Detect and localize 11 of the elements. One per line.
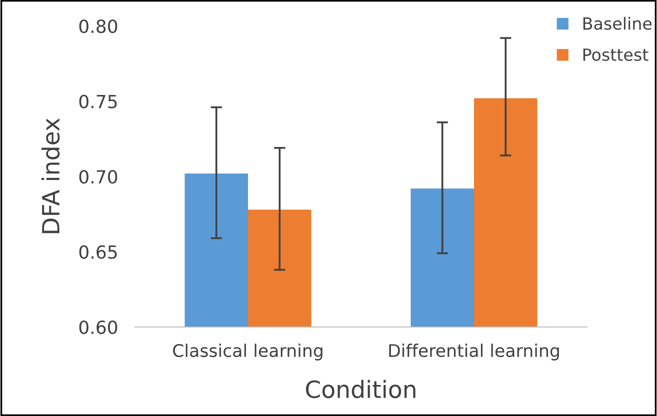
legend-label: Posttest	[583, 48, 648, 61]
x-tick-label: Differential learning	[389, 344, 559, 360]
y-tick-label: 0.60	[79, 320, 118, 334]
legend-label: Baseline	[583, 16, 652, 30]
y-tick-label: 0.65	[79, 245, 117, 259]
x-axis-title: Condition	[306, 380, 416, 398]
y-tick-label: 0.80	[79, 19, 118, 34]
y-axis-title: DFA index	[41, 118, 60, 234]
y-tick-label: 0.70	[79, 170, 118, 184]
y-tick-label: 0.75	[79, 94, 117, 108]
x-tick-label: Classical learning	[173, 344, 322, 360]
